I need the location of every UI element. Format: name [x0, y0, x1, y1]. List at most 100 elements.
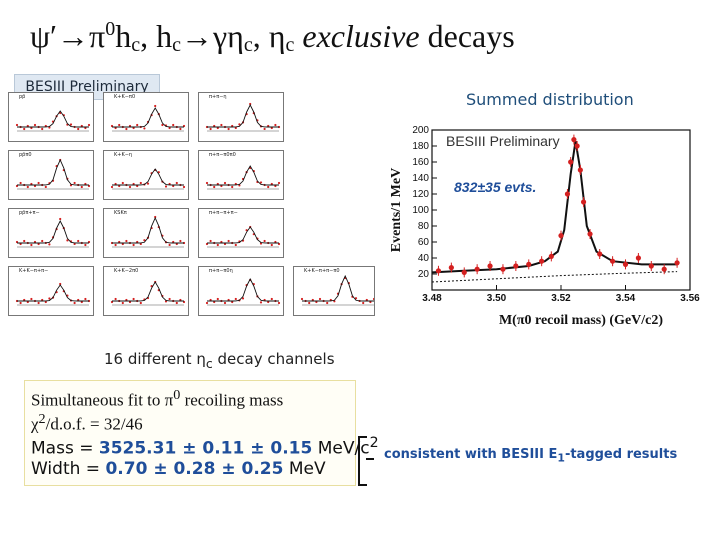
data-point [674, 260, 680, 266]
channel-plot-grid: pp̄ K+K−π0 π+π−η pp̄π0 K+K−η π+π−π0π0 pp̄π+π− K… [8, 92, 388, 328]
mini-data-point [182, 300, 186, 304]
conclusion-text: consistent with BESIII E1-tagged results [384, 447, 678, 465]
channel-panel: KSKπ [103, 208, 189, 258]
y-tick-label: 20 [418, 269, 430, 280]
data-point [587, 231, 593, 237]
summed-distribution-title: Summed distribution [466, 90, 634, 109]
data-point [526, 261, 532, 267]
data-point [597, 251, 603, 257]
mini-data-point [84, 126, 87, 130]
mini-data-point [118, 123, 121, 127]
mini-data-point [26, 300, 29, 304]
fit-results-box: Simultaneous fit to π0 recoiling mass χ2… [24, 380, 379, 486]
data-point [558, 233, 564, 239]
mini-data-point [315, 300, 318, 304]
title-italic: exclusive [302, 18, 420, 54]
data-point [568, 159, 574, 165]
data-point [622, 261, 629, 267]
data-point [571, 137, 577, 143]
chi2-ndf: χ2/d.o.f. = 32/46 [31, 411, 143, 434]
mini-fit-curve [207, 165, 279, 186]
y-tick-label: 100 [412, 205, 429, 216]
mini-data-point [270, 297, 273, 301]
mini-fit-curve [17, 220, 89, 244]
mini-data-point [77, 239, 80, 243]
mini-data-point [66, 239, 69, 242]
mini-data-point [216, 297, 219, 301]
channel-label: KSKπ [114, 210, 127, 216]
mini-data-point [69, 123, 73, 126]
result-bracket-tick [366, 458, 374, 460]
data-point [539, 258, 545, 264]
mini-data-point [41, 239, 44, 243]
mini-data-point [30, 297, 33, 301]
fit-description: Simultaneous fit to π0 recoiling mass [31, 387, 284, 410]
y-tick-label: 120 [412, 189, 429, 200]
mini-data-point [41, 127, 44, 131]
mini-data-point [110, 185, 114, 189]
mini-data-point [23, 298, 26, 302]
channel-label: K+K−π+π−π0 [304, 268, 340, 274]
mini-data-point [209, 298, 212, 302]
mini-data-point [223, 181, 227, 185]
x-axis-label: M(π0 recoil mass) (GeV/c2) [499, 313, 663, 328]
mini-data-point [37, 181, 40, 185]
mini-data-point [87, 123, 91, 127]
mini-data-point [234, 243, 237, 247]
channel-label: K+K−π+π− [19, 268, 49, 274]
mini-data-point [209, 127, 212, 131]
mini-data-point [267, 185, 270, 189]
mini-data-point [263, 239, 266, 243]
mini-fit-curve [207, 226, 279, 244]
mini-data-point [213, 300, 216, 304]
mini-data-point [179, 127, 182, 131]
mini-data-point [318, 297, 322, 301]
channel-label: K+K−η [114, 152, 133, 158]
mini-fit-curve [112, 168, 184, 186]
mini-fit-curve [207, 104, 279, 128]
x-tick-label: 3.48 [422, 293, 442, 304]
mini-data-point [369, 300, 372, 304]
data-point [610, 258, 616, 264]
mini-data-point [114, 126, 117, 130]
channel-panel: π+π−π+π− [198, 208, 284, 258]
data-point [574, 143, 580, 149]
mini-data-point [26, 185, 29, 189]
mini-data-point [326, 301, 329, 305]
y-axis-label: Events/1 MeV [389, 168, 404, 252]
data-point [580, 199, 587, 205]
channel-panel: π+π−π0π0 [198, 150, 284, 200]
channel-panel: K+K−π0 [103, 92, 189, 142]
mini-data-point [73, 181, 76, 185]
mini-fit-curve [112, 216, 184, 244]
mini-data-point [143, 239, 146, 242]
channel-label: π+π−π0π0 [209, 152, 236, 158]
mini-data-point [30, 126, 33, 130]
mini-data-point [19, 181, 22, 185]
mini-data-point [372, 297, 374, 301]
mini-data-point [216, 243, 219, 247]
mini-fit-curve [112, 281, 184, 302]
mini-fit-curve [17, 284, 89, 302]
mini-fit-curve [112, 107, 184, 128]
mini-data-point [220, 123, 223, 127]
mini-data-point [132, 297, 135, 301]
mini-data-point [209, 239, 212, 243]
mini-data-point [205, 181, 209, 185]
channel-panel: π+π−η [198, 92, 284, 142]
channel-label: π+π−π0η [209, 268, 233, 274]
mini-data-point [30, 243, 33, 247]
data-point [564, 191, 571, 197]
channel-label: pp̄π+π− [19, 210, 40, 216]
data-point [487, 263, 493, 269]
mini-data-point [362, 301, 365, 305]
y-tick-label: 160 [412, 157, 429, 168]
mini-data-point [259, 181, 263, 184]
mini-data-point [139, 181, 142, 185]
data-point [461, 269, 467, 275]
result-bracket [358, 436, 367, 486]
mini-data-point [132, 126, 135, 130]
mini-data-point [139, 301, 142, 305]
mini-data-point [125, 298, 128, 302]
summed-recoil-mass-plot: 20 40 60 80 100 120 140 160 180 200 3.48 3.50 3.52 3.… [384, 122, 714, 332]
